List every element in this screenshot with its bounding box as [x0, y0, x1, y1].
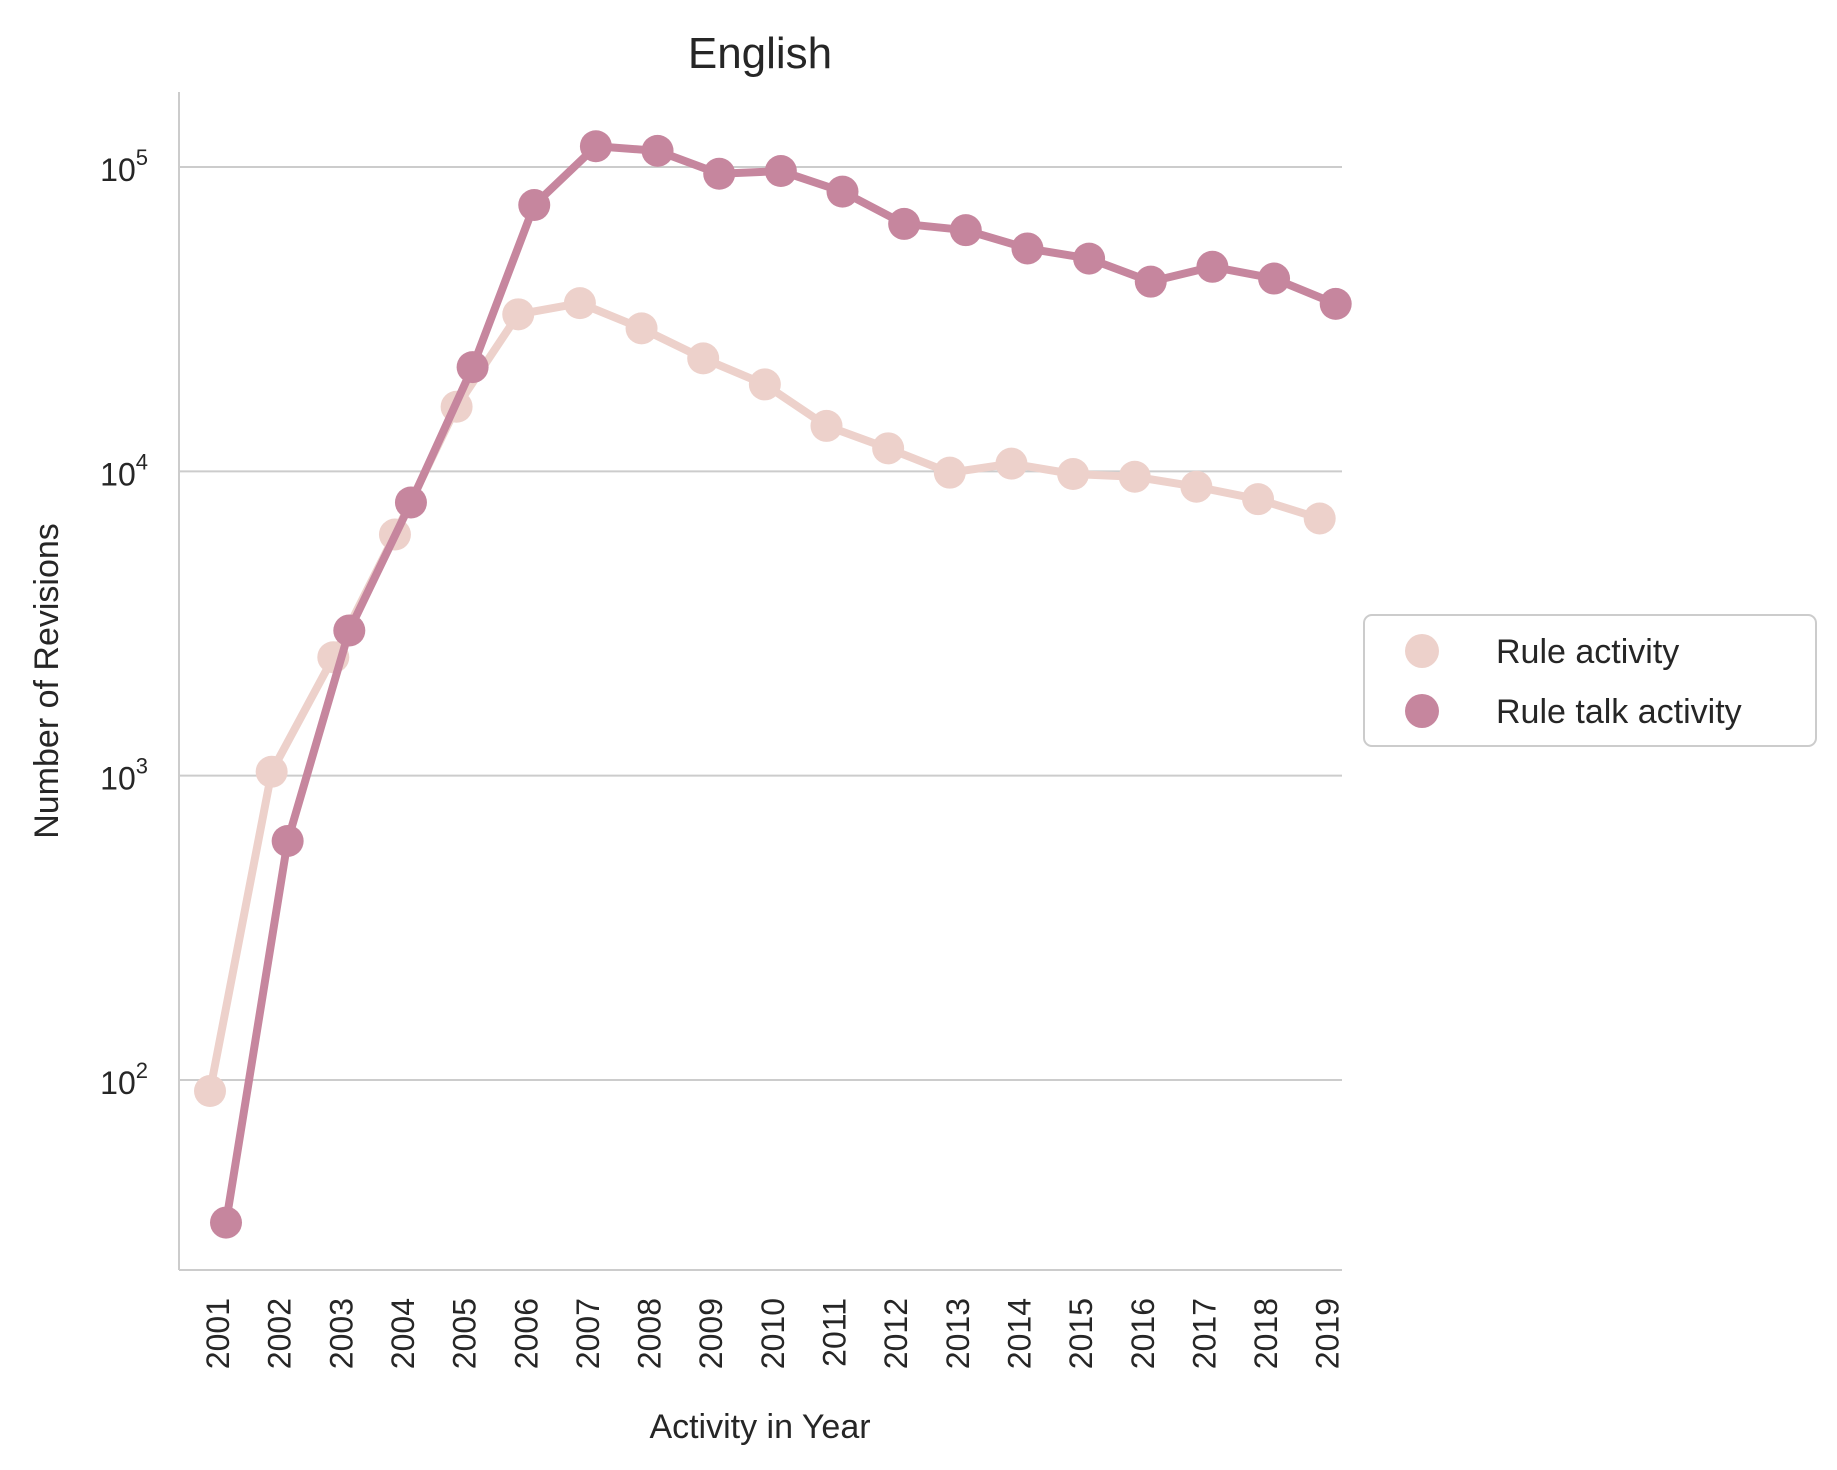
data-point [518, 189, 551, 222]
data-point [1134, 265, 1167, 298]
x-tick-label: 2018 [1248, 1298, 1284, 1369]
legend-label-rule-talk-activity: Rule talk activity [1496, 693, 1742, 731]
legend-marker-rule-talk-activity [1405, 694, 1439, 728]
data-point [333, 614, 366, 647]
data-point [1011, 232, 1044, 265]
series-line [222, 142, 1338, 1224]
data-point [210, 1206, 242, 1239]
legend-label-rule-activity: Rule activity [1496, 633, 1679, 671]
data-point [703, 157, 736, 190]
axes [178, 92, 1342, 1271]
y-tick-label: 102 [100, 1058, 148, 1101]
data-point [1057, 458, 1090, 491]
x-tick-label: 2012 [878, 1298, 914, 1369]
data-point [456, 351, 489, 384]
x-tick-label: 2011 [817, 1298, 853, 1367]
x-tick-label: 2009 [693, 1298, 729, 1369]
x-axis-label: Activity in Year [649, 1408, 870, 1446]
x-tick-label: 2006 [508, 1298, 544, 1369]
data-point [949, 214, 982, 247]
legend-box [1363, 614, 1817, 747]
y-axis-label: Number of Revisions [28, 523, 66, 839]
y-tick-label: 104 [100, 449, 148, 492]
x-tick-label: 2013 [940, 1298, 976, 1369]
x-tick-label: 2008 [632, 1298, 668, 1369]
series-group [194, 130, 1352, 1239]
data-point [563, 287, 596, 320]
x-tick-label: 2007 [570, 1298, 606, 1369]
x-tick-label: 2019 [1310, 1298, 1346, 1369]
data-point [194, 1075, 226, 1108]
y-tick-label: 105 [100, 145, 148, 188]
data-point [995, 447, 1028, 480]
data-point [1196, 250, 1229, 283]
data-point [888, 207, 921, 240]
x-tick-label: 2005 [447, 1298, 483, 1369]
data-point [748, 368, 781, 401]
data-point [1319, 287, 1352, 320]
legend: Rule activity Rule talk activity [1363, 614, 1817, 747]
data-point [1303, 502, 1336, 535]
x-tick-label: 2015 [1063, 1298, 1099, 1369]
x-tick-label: 2017 [1186, 1298, 1222, 1369]
data-point [502, 298, 535, 331]
data-point [579, 130, 612, 163]
y-tick-label: 103 [100, 754, 148, 797]
x-tick-labels: 2001 2002 2003 2004 2005 2006 2007 2008 2009 2010… [200, 1298, 1346, 1369]
x-tick-label: 2002 [262, 1298, 298, 1369]
data-point [826, 175, 859, 208]
y-tick-labels: 102 103 104 105 [100, 145, 148, 1101]
data-point [1180, 470, 1213, 503]
data-point [271, 824, 304, 857]
data-point [1118, 460, 1151, 493]
legend-marker-rule-activity [1405, 634, 1439, 668]
data-point [933, 456, 966, 489]
x-tick-label: 2010 [755, 1298, 791, 1369]
x-tick-label: 2014 [1001, 1298, 1037, 1369]
data-point [764, 155, 797, 188]
data-point [255, 755, 288, 788]
data-point [687, 342, 720, 375]
x-tick-label: 2001 [200, 1298, 236, 1369]
x-tick-label: 2016 [1125, 1298, 1161, 1369]
x-tick-label: 2003 [323, 1298, 359, 1369]
data-point [872, 432, 905, 465]
data-point [394, 486, 427, 519]
data-point [625, 312, 658, 345]
grid-lines [179, 166, 1342, 1081]
data-point [1258, 262, 1291, 295]
series-line [206, 299, 1321, 1092]
data-point [810, 409, 843, 442]
x-tick-label: 2004 [385, 1298, 421, 1369]
chart-title: English [688, 29, 832, 78]
data-point [1073, 242, 1106, 275]
data-point [641, 134, 674, 167]
data-point [1242, 483, 1275, 516]
